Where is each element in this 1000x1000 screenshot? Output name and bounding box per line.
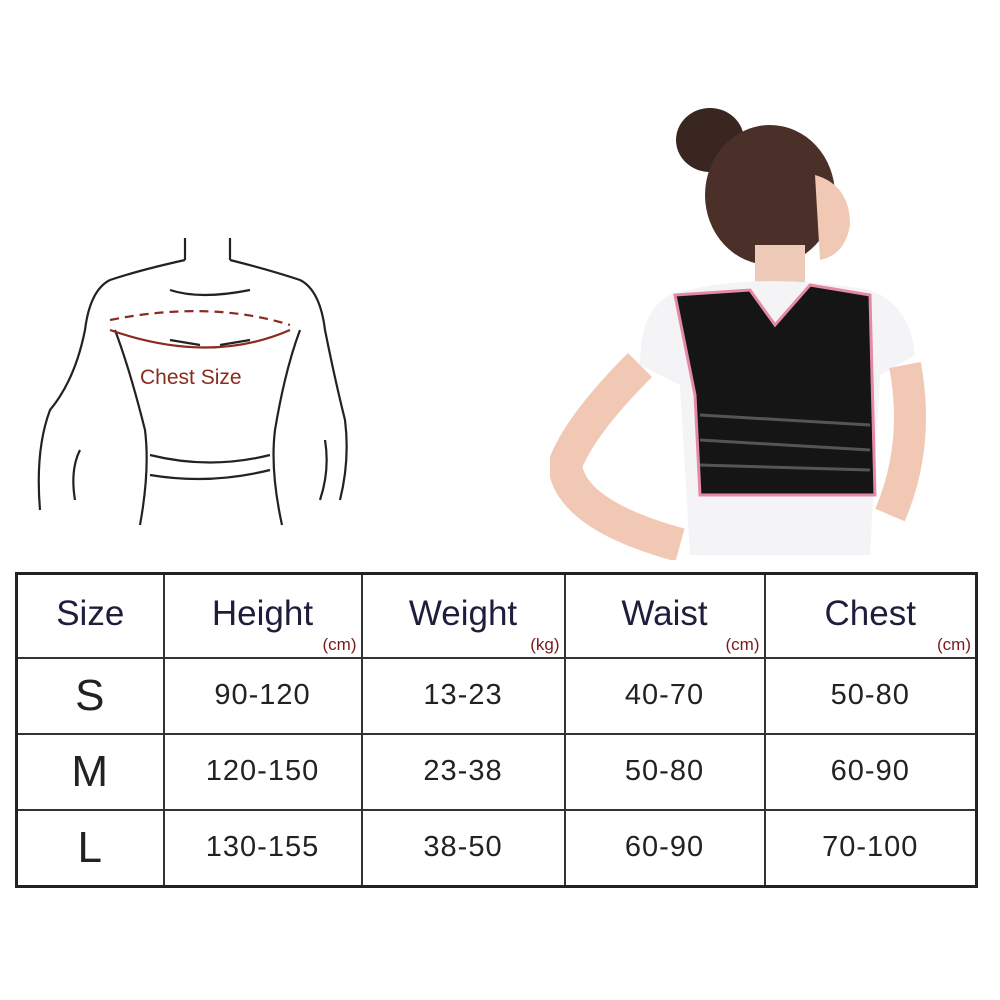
- weight-cell: 13-23: [360, 657, 566, 735]
- unit-label: (kg): [530, 635, 560, 654]
- header-chest: Chest (cm): [763, 572, 978, 659]
- header-weight: Weight (kg): [360, 572, 566, 659]
- chest-cell: 60-90: [763, 732, 978, 811]
- header-size: Size: [15, 572, 165, 659]
- size-cell: M: [15, 732, 165, 811]
- size-cell: L: [15, 808, 165, 888]
- chest-cell: 50-80: [763, 657, 978, 735]
- table-row: S 90-120 13-23 40-70 50-80: [15, 657, 978, 735]
- waist-cell: 50-80: [563, 732, 766, 811]
- chest-cell: 70-100: [763, 808, 978, 888]
- size-chart-table: Size Height (cm) Weight (kg) Waist (cm) Che…: [15, 572, 978, 888]
- height-cell: 90-120: [162, 657, 363, 735]
- table-row: M 120-150 23-38 50-80 60-90: [15, 732, 978, 811]
- unit-label: (cm): [725, 635, 760, 654]
- unit-label: (cm): [937, 635, 971, 654]
- model-wearing-posture-brace-photo: [550, 108, 926, 560]
- chest-size-label: Chest Size: [140, 366, 242, 389]
- table-header-row: Size Height (cm) Weight (kg) Waist (cm) Che…: [15, 572, 978, 659]
- height-cell: 120-150: [162, 732, 363, 811]
- size-cell: S: [15, 657, 165, 735]
- weight-cell: 38-50: [360, 808, 566, 888]
- header-waist: Waist (cm): [563, 572, 766, 659]
- table-row: L 130-155 38-50 60-90 70-100: [15, 808, 978, 888]
- weight-cell: 23-38: [360, 732, 566, 811]
- header-height: Height (cm): [162, 572, 363, 659]
- height-cell: 130-155: [162, 808, 363, 888]
- waist-cell: 60-90: [563, 808, 766, 888]
- torso-sketch: [37, 238, 348, 526]
- waist-cell: 40-70: [563, 657, 766, 735]
- unit-label: (cm): [322, 635, 357, 654]
